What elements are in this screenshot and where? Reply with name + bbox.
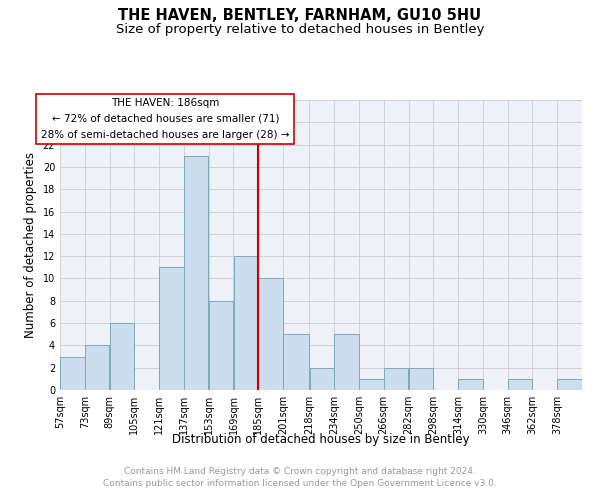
Text: Contains public sector information licensed under the Open Government Licence v3: Contains public sector information licen… xyxy=(103,479,497,488)
Bar xyxy=(334,334,359,390)
Text: Distribution of detached houses by size in Bentley: Distribution of detached houses by size … xyxy=(172,432,470,446)
Bar xyxy=(110,323,134,390)
Bar xyxy=(310,368,334,390)
Bar xyxy=(209,301,233,390)
Text: THE HAVEN, BENTLEY, FARNHAM, GU10 5HU: THE HAVEN, BENTLEY, FARNHAM, GU10 5HU xyxy=(118,8,482,22)
Bar xyxy=(259,278,283,390)
Bar xyxy=(85,346,109,390)
Bar xyxy=(184,156,208,390)
Text: THE HAVEN: 186sqm
← 72% of detached houses are smaller (71)
28% of semi-detached: THE HAVEN: 186sqm ← 72% of detached hous… xyxy=(41,98,290,140)
Bar xyxy=(60,356,85,390)
Bar xyxy=(409,368,433,390)
Bar xyxy=(557,379,582,390)
Bar xyxy=(359,379,383,390)
Bar xyxy=(508,379,532,390)
Text: Contains HM Land Registry data © Crown copyright and database right 2024.: Contains HM Land Registry data © Crown c… xyxy=(124,468,476,476)
Bar xyxy=(234,256,258,390)
Bar xyxy=(384,368,408,390)
Text: Size of property relative to detached houses in Bentley: Size of property relative to detached ho… xyxy=(116,22,484,36)
Bar xyxy=(458,379,482,390)
Bar xyxy=(283,334,309,390)
Bar xyxy=(160,268,184,390)
Y-axis label: Number of detached properties: Number of detached properties xyxy=(24,152,37,338)
